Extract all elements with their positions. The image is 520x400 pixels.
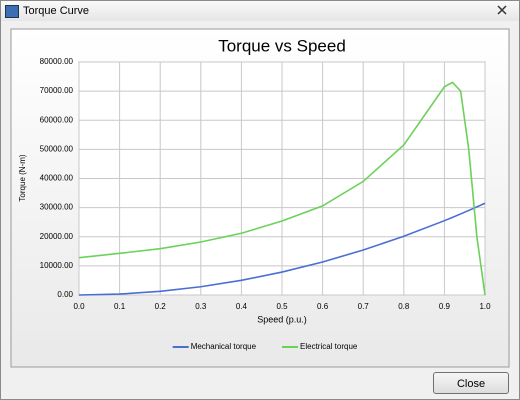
y-axis-label: Torque (N-m) <box>18 154 27 201</box>
x-tick-label: 0.8 <box>398 302 410 311</box>
y-tick-label: 30000.00 <box>40 203 74 212</box>
close-icon[interactable] <box>495 3 509 17</box>
window-title: Torque Curve <box>23 5 90 17</box>
x-tick-label: 0.7 <box>358 302 370 311</box>
y-tick-label: 10000.00 <box>40 261 74 270</box>
y-tick-label: 40000.00 <box>40 174 74 183</box>
x-tick-label: 0.5 <box>276 302 288 311</box>
x-tick-label: 0.0 <box>73 302 85 311</box>
y-tick-label: 0.00 <box>57 290 73 299</box>
series-line <box>78 202 486 296</box>
y-tick-label: 20000.00 <box>40 232 74 241</box>
chart: Torque vs Speed Speed (p.u.) Torque (N-m… <box>10 28 510 368</box>
legend-label: Mechanical torque <box>191 342 257 351</box>
series-line <box>78 81 486 296</box>
title-bar: Torque Curve <box>1 1 519 21</box>
y-tick-label: 70000.00 <box>40 86 74 95</box>
x-tick-label: 0.2 <box>155 302 167 311</box>
close-button[interactable]: Close <box>433 372 509 394</box>
x-tick-label: 0.9 <box>439 302 451 311</box>
y-tick-label: 80000.00 <box>40 57 74 66</box>
y-tick-label: 50000.00 <box>40 144 74 153</box>
y-tick-label: 60000.00 <box>40 115 74 124</box>
chart-title: Torque vs Speed <box>218 36 346 55</box>
x-tick-label: 0.1 <box>114 302 126 311</box>
x-tick-label: 0.3 <box>195 302 207 311</box>
legend-label: Electrical torque <box>300 342 358 351</box>
x-tick-label: 0.6 <box>317 302 329 311</box>
app-icon <box>5 5 19 18</box>
x-axis-label: Speed (p.u.) <box>257 314 307 324</box>
x-tick-label: 1.0 <box>479 302 491 311</box>
x-tick-label: 0.4 <box>236 302 248 311</box>
